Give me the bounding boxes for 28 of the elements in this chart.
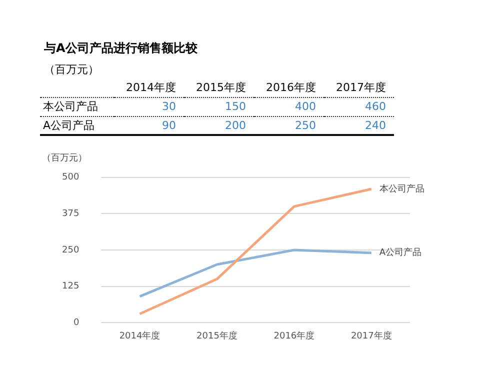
x-tick-label: 2015年度 [196, 330, 238, 342]
y-tick-label: 500 [62, 172, 80, 183]
x-tick-label: 2017年度 [350, 330, 392, 342]
text: A公司产品 [43, 118, 95, 132]
category-label: 2017年度 [336, 80, 386, 94]
data-label: 200 [224, 118, 247, 134]
chart-title: 与A公司产品进行销售额比较 [44, 40, 198, 57]
series-label: A公司产品 [379, 247, 422, 258]
data-label: 240 [364, 118, 387, 134]
y-tick-label: 0 [73, 318, 80, 328]
data-label: 30 [161, 99, 177, 115]
data-label: 400 [294, 99, 317, 115]
category-label: 2014年度 [126, 80, 176, 94]
y-axis-title: （百万元） [42, 152, 87, 164]
data-label: 460 [364, 99, 387, 115]
data-label: 250 [294, 118, 317, 134]
y-tick-label: 250 [62, 245, 80, 256]
x-tick-label: 2014年度 [119, 330, 160, 342]
x-tick-label: 2016年度 [274, 330, 315, 342]
category-label: 2015年度 [196, 80, 246, 94]
data-label: 90 [161, 118, 177, 134]
y-tick-label: 375 [62, 209, 80, 220]
chart-subtitle: （百万元） [44, 62, 99, 77]
y-tick-label: 125 [62, 282, 80, 292]
category-label: 2016年度 [266, 80, 316, 94]
data-label: 150 [224, 99, 247, 115]
series-label: 本公司产品 [379, 183, 424, 194]
text: 本公司产品 [43, 100, 98, 113]
